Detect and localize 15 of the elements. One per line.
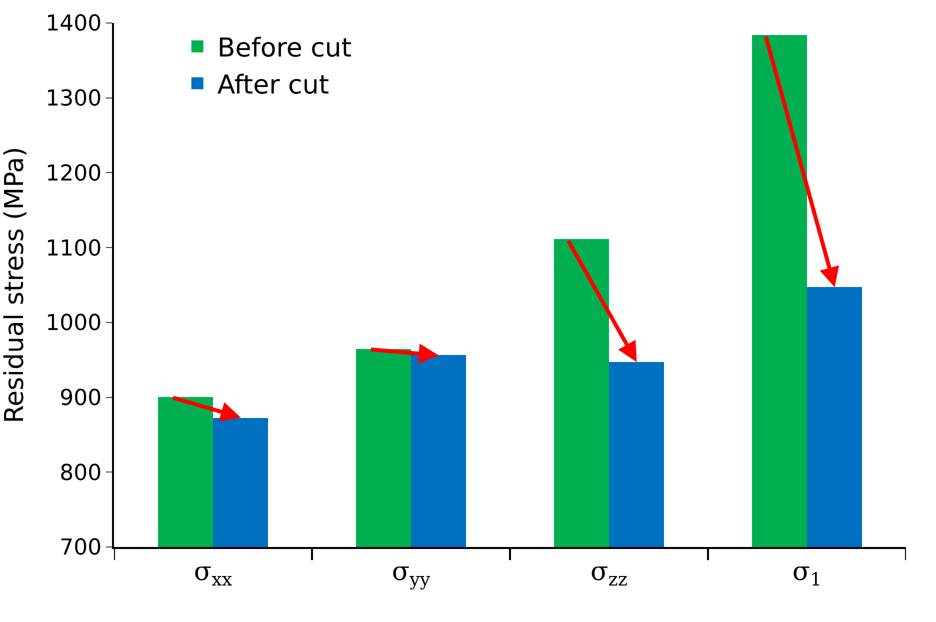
- legend-label: Before cut: [217, 34, 352, 64]
- x-tick-label: σ$_{yy}$: [392, 557, 431, 591]
- y-tick-label: 1000: [46, 311, 102, 336]
- y-axis-title: Residual stress (MPa): [0, 146, 30, 424]
- y-tick-label: 1400: [46, 12, 102, 37]
- x-tick-label: σ$_{zz}$: [590, 557, 628, 591]
- y-tick-label: 800: [60, 460, 102, 486]
- y-tick-label: 1200: [46, 161, 102, 186]
- x-tick-label: σ$_{1}$: [792, 557, 822, 591]
- y-tick-label: 1100: [46, 236, 102, 262]
- legend-label: After cut: [217, 70, 330, 100]
- x-tick-label: σ$_{xx}$: [194, 557, 233, 591]
- y-tick-label: 700: [60, 536, 102, 561]
- y-tick-label: 1300: [46, 86, 102, 112]
- y-tick-label: 900: [60, 386, 102, 411]
